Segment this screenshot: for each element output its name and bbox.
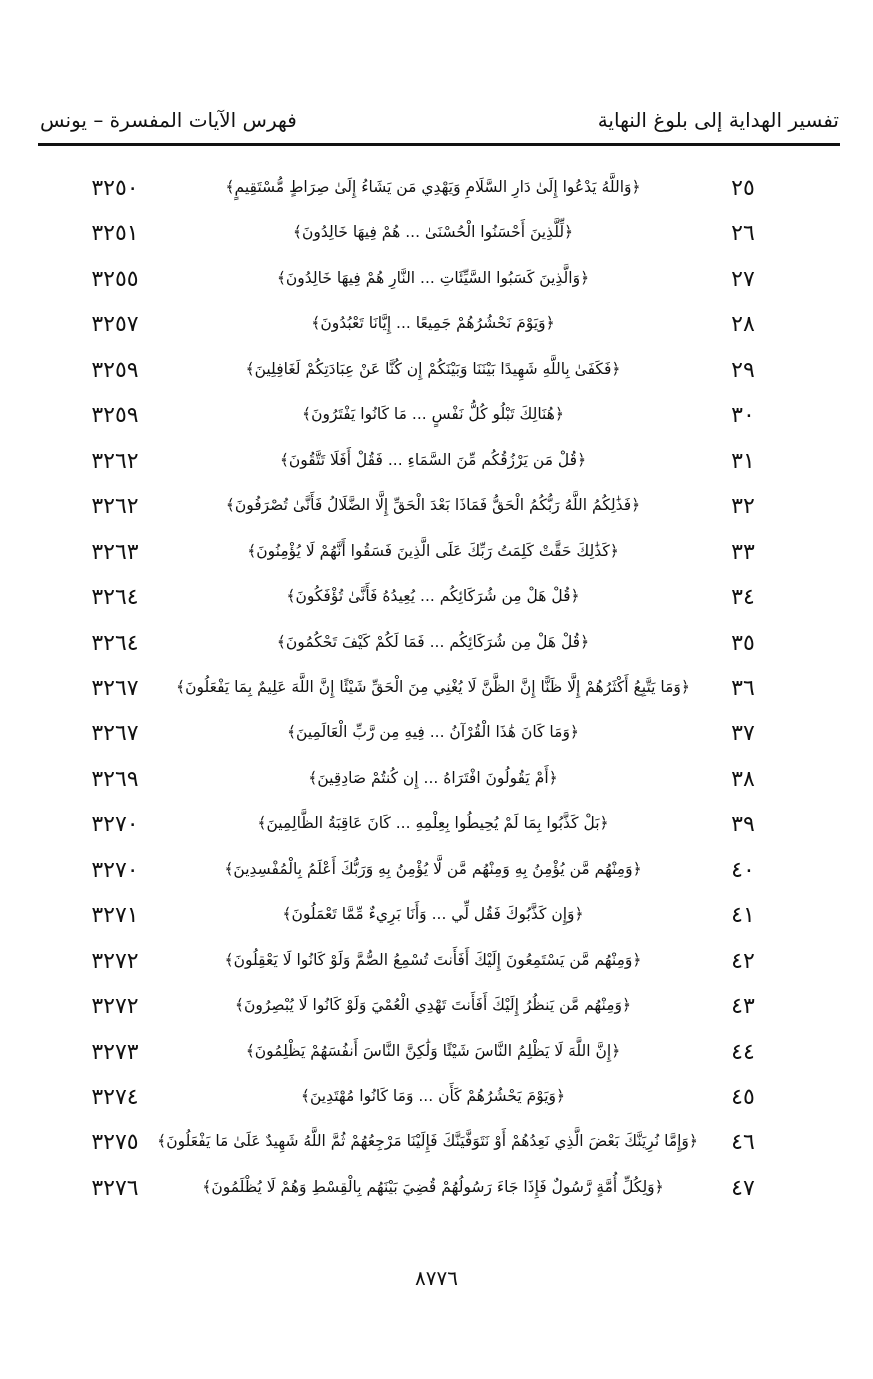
- verse-text: ﴿وَمَا كَانَ هَٰذَا الْقُرْآنُ ... فِيهِ…: [286, 723, 580, 742]
- verse-number: ٣٨: [731, 766, 755, 792]
- verse-text: ﴿فَذَٰلِكُمُ اللَّهُ رَبُّكُمُ الْحَقُّ …: [225, 496, 641, 515]
- table-row: ٢٥ ﴿وَاللَّهُ يَدْعُوا إِلَىٰ دَارِ السَّ…: [0, 170, 873, 210]
- page-reference: ٣٢٦٢: [91, 494, 139, 520]
- verse-text: ﴿وَمِنْهُم مَّن يُؤْمِنُ بِهِ وَمِنْهُم …: [224, 859, 642, 878]
- table-row: ٢٦ ﴿لِّلَّذِينَ أَحْسَنُوا الْحُسْنَىٰ ..…: [0, 215, 873, 255]
- page-reference: ٣٢٥١: [91, 221, 139, 247]
- verse-text: ﴿وَاللَّهُ يَدْعُوا إِلَىٰ دَارِ السَّلَ…: [225, 178, 641, 196]
- verse-number: ٣٩: [731, 812, 755, 838]
- page-reference: ٣٢٧٢: [91, 948, 139, 974]
- verse-number: ٤٠: [731, 857, 755, 883]
- table-row: ٢٩ ﴿فَكَفَىٰ بِاللَّهِ شَهِيدًا بَيْنَنَا…: [0, 352, 873, 392]
- page-reference: ٣٢٧٢: [91, 994, 139, 1020]
- verse-number: ٢٥: [731, 176, 755, 201]
- page-reference: ٣٢٧٠: [91, 857, 139, 883]
- verse-number: ٢٨: [731, 312, 755, 338]
- verse-number: ٣٦: [731, 675, 755, 701]
- table-row: ٣٨ ﴿أَمْ يَقُولُونَ افْتَرَاهُ ... إِن كُ…: [0, 761, 873, 801]
- verse-number: ٤٧: [731, 1175, 755, 1201]
- verse-text: ﴿وَيَوْمَ يَحْشُرُهُمْ كَأَن ... وَمَا ك…: [300, 1087, 566, 1105]
- verse-number: ٤١: [731, 903, 755, 929]
- verse-number: ٤٣: [731, 994, 755, 1020]
- page-reference: ٣٢٧٣: [91, 1039, 139, 1065]
- verse-text: ﴿وَإِن كَذَّبُوكَ فَقُل لِّي ... وَأَنَا…: [282, 905, 584, 924]
- verse-number: ٣١: [731, 448, 755, 474]
- verse-number: ٣٣: [731, 539, 755, 565]
- page-reference: ٣٢٥٧: [91, 312, 139, 338]
- table-row: ٣٦ ﴿وَمَا يَتَّبِعُ أَكْثَرُهُمْ إِلَّا ظ…: [0, 670, 873, 710]
- page-reference: ٣٢٦٧: [91, 675, 139, 701]
- verse-number: ٤٢: [731, 948, 755, 974]
- table-row: ٤٣ ﴿وَمِنْهُم مَّن يَنظُرُ إِلَيْكَ أَفَأ…: [0, 988, 873, 1028]
- verse-number: ٣٠: [731, 403, 755, 429]
- running-header-section-title: فهرس الآيات المفسرة – يونس: [40, 108, 297, 132]
- verse-text: ﴿وَمِنْهُم مَّن يَسْتَمِعُونَ إِلَيْكَ أ…: [224, 950, 642, 969]
- verse-text: ﴿وَإِمَّا نُرِيَنَّكَ بَعْضَ الَّذِي نَع…: [157, 1132, 698, 1151]
- table-row: ٤٤ ﴿إِنَّ اللَّهَ لَا يَظْلِمُ النَّاسَ ش…: [0, 1034, 873, 1074]
- verse-text: ﴿وَمَا يَتَّبِعُ أَكْثَرُهُمْ إِلَّا ظَن…: [176, 677, 690, 696]
- verse-text: ﴿كَذَٰلِكَ حَقَّتْ كَلِمَتُ رَبِّكَ عَلَ…: [247, 541, 619, 560]
- running-header-book-title: تفسير الهداية إلى بلوغ النهاية: [597, 108, 839, 132]
- page-reference: ٣٢٦٢: [91, 448, 139, 474]
- verse-text: ﴿هُنَالِكَ تَبْلُو كُلُّ نَفْسٍ ... مَا …: [302, 405, 564, 424]
- table-row: ٣٩ ﴿بَلْ كَذَّبُوا بِمَا لَمْ يُحِيطُوا ب…: [0, 806, 873, 846]
- page-reference: ٣٢٥٥: [91, 266, 139, 292]
- page-reference: ٣٢٧٠: [91, 812, 139, 838]
- verse-text: ﴿لِّلَّذِينَ أَحْسَنُوا الْحُسْنَىٰ ... …: [292, 223, 574, 242]
- verse-number: ٣٥: [731, 630, 755, 656]
- table-row: ٣٣ ﴿كَذَٰلِكَ حَقَّتْ كَلِمَتُ رَبِّكَ عَ…: [0, 534, 873, 574]
- verse-number: ٢٧: [731, 266, 755, 292]
- page-reference: ٣٢٦٧: [91, 721, 139, 747]
- table-row: ٣٢ ﴿فَذَٰلِكُمُ اللَّهُ رَبُّكُمُ الْحَقُ…: [0, 488, 873, 528]
- verse-text: ﴿فَكَفَىٰ بِاللَّهِ شَهِيدًا بَيْنَنَا و…: [245, 359, 621, 378]
- verse-text: ﴿قُلْ مَن يَرْزُقُكُم مِّنَ السَّمَاءِ .…: [279, 450, 587, 469]
- verse-text: ﴿بَلْ كَذَّبُوا بِمَا لَمْ يُحِيطُوا بِع…: [257, 814, 609, 833]
- page-reference: ٣٢٦٣: [91, 539, 139, 565]
- verse-number: ٣٢: [731, 494, 755, 520]
- table-row: ٤٦ ﴿وَإِمَّا نُرِيَنَّكَ بَعْضَ الَّذِي ن…: [0, 1124, 873, 1164]
- header-rule: [38, 143, 840, 146]
- verse-text: ﴿أَمْ يَقُولُونَ افْتَرَاهُ ... إِن كُنت…: [308, 768, 558, 787]
- page-number: ٨٧٧٦: [415, 1266, 458, 1290]
- verse-text: ﴿إِنَّ اللَّهَ لَا يَظْلِمُ النَّاسَ شَي…: [245, 1041, 621, 1060]
- table-row: ٤٢ ﴿وَمِنْهُم مَّن يَسْتَمِعُونَ إِلَيْكَ…: [0, 943, 873, 983]
- page-reference: ٣٢٥٩: [91, 357, 139, 383]
- verse-text: ﴿وَمِنْهُم مَّن يَنظُرُ إِلَيْكَ أَفَأَن…: [234, 996, 632, 1015]
- page-reference: ٣٢٦٤: [91, 630, 139, 656]
- table-row: ٤٠ ﴿وَمِنْهُم مَّن يُؤْمِنُ بِهِ وَمِنْهُ…: [0, 852, 873, 892]
- table-row: ٣١ ﴿قُلْ مَن يَرْزُقُكُم مِّنَ السَّمَاءِ…: [0, 443, 873, 483]
- verse-number: ٢٦: [731, 221, 755, 247]
- verse-text: ﴿وَيَوْمَ نَحْشُرُهُمْ جَمِيعًا ... إِيَ…: [311, 314, 555, 333]
- page-reference: ٣٢٧١: [91, 903, 139, 929]
- verse-number: ٢٩: [731, 357, 755, 383]
- page-reference: ٣٢٦٩: [91, 766, 139, 792]
- verse-text: ﴿وَالَّذِينَ كَسَبُوا السَّيِّئَاتِ ... …: [276, 268, 590, 287]
- verse-number: ٣٤: [731, 585, 755, 611]
- page-reference: ٣٢٧٦: [91, 1175, 139, 1201]
- page-reference: ٣٢٥٩: [91, 403, 139, 429]
- page-reference: ٣٢٧٥: [91, 1130, 139, 1156]
- table-row: ٤٧ ﴿وَلِكُلِّ أُمَّةٍ رَّسُولٌ فَإِذَا جَ…: [0, 1170, 873, 1210]
- table-row: ٤١ ﴿وَإِن كَذَّبُوكَ فَقُل لِّي ... وَأَن…: [0, 897, 873, 937]
- page-reference: ٣٢٦٤: [91, 585, 139, 611]
- verse-number: ٤٤: [731, 1039, 755, 1065]
- table-row: ٣٧ ﴿وَمَا كَانَ هَٰذَا الْقُرْآنُ ... فِي…: [0, 715, 873, 755]
- table-row: ٢٨ ﴿وَيَوْمَ نَحْشُرُهُمْ جَمِيعًا ... إِ…: [0, 306, 873, 346]
- page-reference: ٣٢٥٠: [91, 176, 139, 201]
- verse-number: ٤٦: [731, 1130, 755, 1156]
- table-row: ٢٧ ﴿وَالَّذِينَ كَسَبُوا السَّيِّئَاتِ ..…: [0, 261, 873, 301]
- table-row: ٣٤ ﴿قُلْ هَلْ مِن شُرَكَائِكُم ... يُعِيد…: [0, 579, 873, 619]
- verse-number: ٤٥: [731, 1085, 755, 1110]
- page-reference: ٣٢٧٤: [91, 1085, 139, 1110]
- verse-text: ﴿وَلِكُلِّ أُمَّةٍ رَّسُولٌ فَإِذَا جَاء…: [202, 1177, 664, 1196]
- table-row: ٣٥ ﴿قُلْ هَلْ مِن شُرَكَائِكُم ... فَمَا …: [0, 625, 873, 665]
- table-row: ٤٥ ﴿وَيَوْمَ يَحْشُرُهُمْ كَأَن ... وَمَا…: [0, 1079, 873, 1119]
- verse-text: ﴿قُلْ هَلْ مِن شُرَكَائِكُم ... فَمَا لَ…: [276, 632, 590, 651]
- verse-text: ﴿قُلْ هَلْ مِن شُرَكَائِكُم ... يُعِيدُه…: [286, 587, 580, 606]
- table-row: ٣٠ ﴿هُنَالِكَ تَبْلُو كُلُّ نَفْسٍ ... مَ…: [0, 397, 873, 437]
- verse-number: ٣٧: [731, 721, 755, 747]
